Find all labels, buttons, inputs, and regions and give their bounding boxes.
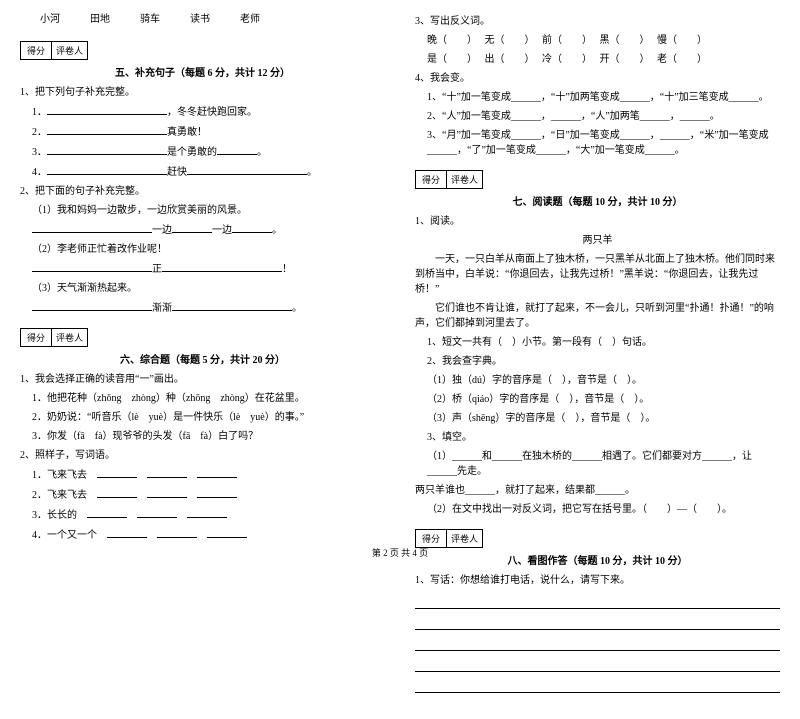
word: 田地 [90, 10, 110, 25]
s6-q2-2: 2．飞来飞去 [20, 487, 385, 503]
left-column: 小河 田地 骑车 读书 老师 得分 评卷人 五、补充句子（每题 6 分，共计 1… [20, 10, 385, 699]
s8-q1: 1、写话：你想给谁打电话，说什么，请写下来。 [415, 573, 780, 588]
word-list: 小河 田地 骑车 读书 老师 [20, 10, 385, 25]
s6-q2: 2、照样子，写词语。 [20, 448, 385, 463]
section-5-title: 五、补充句子（每题 6 分，共计 12 分） [20, 64, 385, 79]
answer-line [415, 594, 780, 609]
s7-r2-1: （1）独（dú）字的音序是（ ），音节是（ ）。 [415, 373, 780, 388]
word: 读书 [190, 10, 210, 25]
section-6-title: 六、综合题（每题 5 分，共计 20 分） [20, 351, 385, 366]
poem-title: 两只羊 [415, 233, 780, 248]
word: 骑车 [140, 10, 160, 25]
s7-p2: 它们谁也不肯让谁，就打了起来，不一会儿，只听到河里“扑通！扑通！”的响声，它们都… [415, 301, 780, 331]
r-q3-l1: 晚（ ） 无（ ） 前（ ） 黑（ ） 慢（ ） [415, 33, 780, 48]
s7-r3-2: （2）在文中找出一对反义词，把它写在括号里。（ ）—（ ）。 [415, 502, 780, 517]
score-label: 得分 [20, 328, 52, 347]
r-q4-1: 1、“十”加一笔变成______，“十”加两笔变成______，“十”加三笔变成… [415, 90, 780, 105]
s7-r1: 1、短文一共有（ ）小节。第一段有（ ）句话。 [415, 335, 780, 350]
answer-line [415, 657, 780, 672]
r-q4: 4、我会变。 [415, 71, 780, 86]
score-box: 得分 评卷人 [415, 170, 483, 189]
r-q4-2: 2、“人”加一笔变成______，______，“人”加两笔______，___… [415, 109, 780, 124]
q2-1b: 一边一边。 [20, 222, 385, 238]
s7-r2-2: （2）桥（qiáo）字的音序是（ ），音节是（ ）。 [415, 392, 780, 407]
q1-4: 4．赶快。 [20, 164, 385, 180]
section-7-title: 七、阅读题（每题 10 分，共计 10 分） [415, 193, 780, 208]
s6-q1-1: 1．他把花种（zhǒng zhòng）种（zhōng zhòng）在花盆里。 [20, 391, 385, 406]
score-box: 得分 评卷人 [20, 41, 88, 60]
q2-stem: 2、把下面的句子补充完整。 [20, 184, 385, 199]
s7-r2-3: （3）声（shēng）字的音序是（ ），音节是（ ）。 [415, 411, 780, 426]
s6-q2-1: 1．飞来飞去 [20, 467, 385, 483]
q2-2b: 正！ [20, 261, 385, 277]
answer-line [415, 678, 780, 693]
q1-stem: 1、把下列句子补充完整。 [20, 85, 385, 100]
r-q3: 3、写出反义词。 [415, 14, 780, 29]
q1-3: 3．是个勇敢的。 [20, 144, 385, 160]
q2-3: （3）天气渐渐热起来。 [20, 281, 385, 296]
word: 老师 [240, 10, 260, 25]
r-q3-l2: 是（ ） 出（ ） 冷（ ） 开（ ） 老（ ） [415, 52, 780, 67]
s6-q2-4: 4．一个又一个 [20, 527, 385, 543]
answer-line [415, 636, 780, 651]
s7-r2: 2、我会查字典。 [415, 354, 780, 369]
s7-r3-1b: 两只羊谁也______，就打了起来，结果都______。 [415, 483, 780, 498]
page-footer: 第 2 页 共 4 页 [0, 546, 800, 559]
q1-2: 2．真勇敢！ [20, 124, 385, 140]
score-label: 得分 [415, 170, 447, 189]
r-q4-3: 3、“月”加一笔变成______，“日”加一笔变成______，______，“… [415, 128, 780, 158]
word: 小河 [40, 10, 60, 25]
s6-q1-2: 2．奶奶说：“听音乐（lè yuè）是一件快乐（lè yuè）的事。” [20, 410, 385, 425]
s6-q2-3: 3．长长的 [20, 507, 385, 523]
s6-q1: 1、我会选择正确的读音用“一”画出。 [20, 372, 385, 387]
s6-q1-3: 3．你发（fā fà）现爷爷的头发（fā fà）白了吗？ [20, 429, 385, 444]
s7-q1: 1、阅读。 [415, 214, 780, 229]
score-label: 得分 [20, 41, 52, 60]
grader-label: 评卷人 [52, 328, 88, 347]
q2-1: （1）我和妈妈一边散步，一边欣赏美丽的风景。 [20, 203, 385, 218]
grader-label: 评卷人 [447, 170, 483, 189]
s7-r3: 3、填空。 [415, 430, 780, 445]
s7-p1: 一天，一只白羊从南面上了独木桥，一只黑羊从北面上了独木桥。他们同时来到桥当中，白… [415, 252, 780, 297]
s7-r3-1: （1）______和______在独木桥的______相遇了。它们都要对方___… [415, 449, 780, 479]
score-box: 得分 评卷人 [20, 328, 88, 347]
grader-label: 评卷人 [52, 41, 88, 60]
q2-2: （2）李老师正忙着改作业呢！ [20, 242, 385, 257]
answer-line [415, 615, 780, 630]
q2-3b: 渐渐。 [20, 300, 385, 316]
q1-1: 1．，冬冬赶快跑回家。 [20, 104, 385, 120]
right-column: 3、写出反义词。 晚（ ） 无（ ） 前（ ） 黑（ ） 慢（ ） 是（ ） 出… [415, 10, 780, 699]
